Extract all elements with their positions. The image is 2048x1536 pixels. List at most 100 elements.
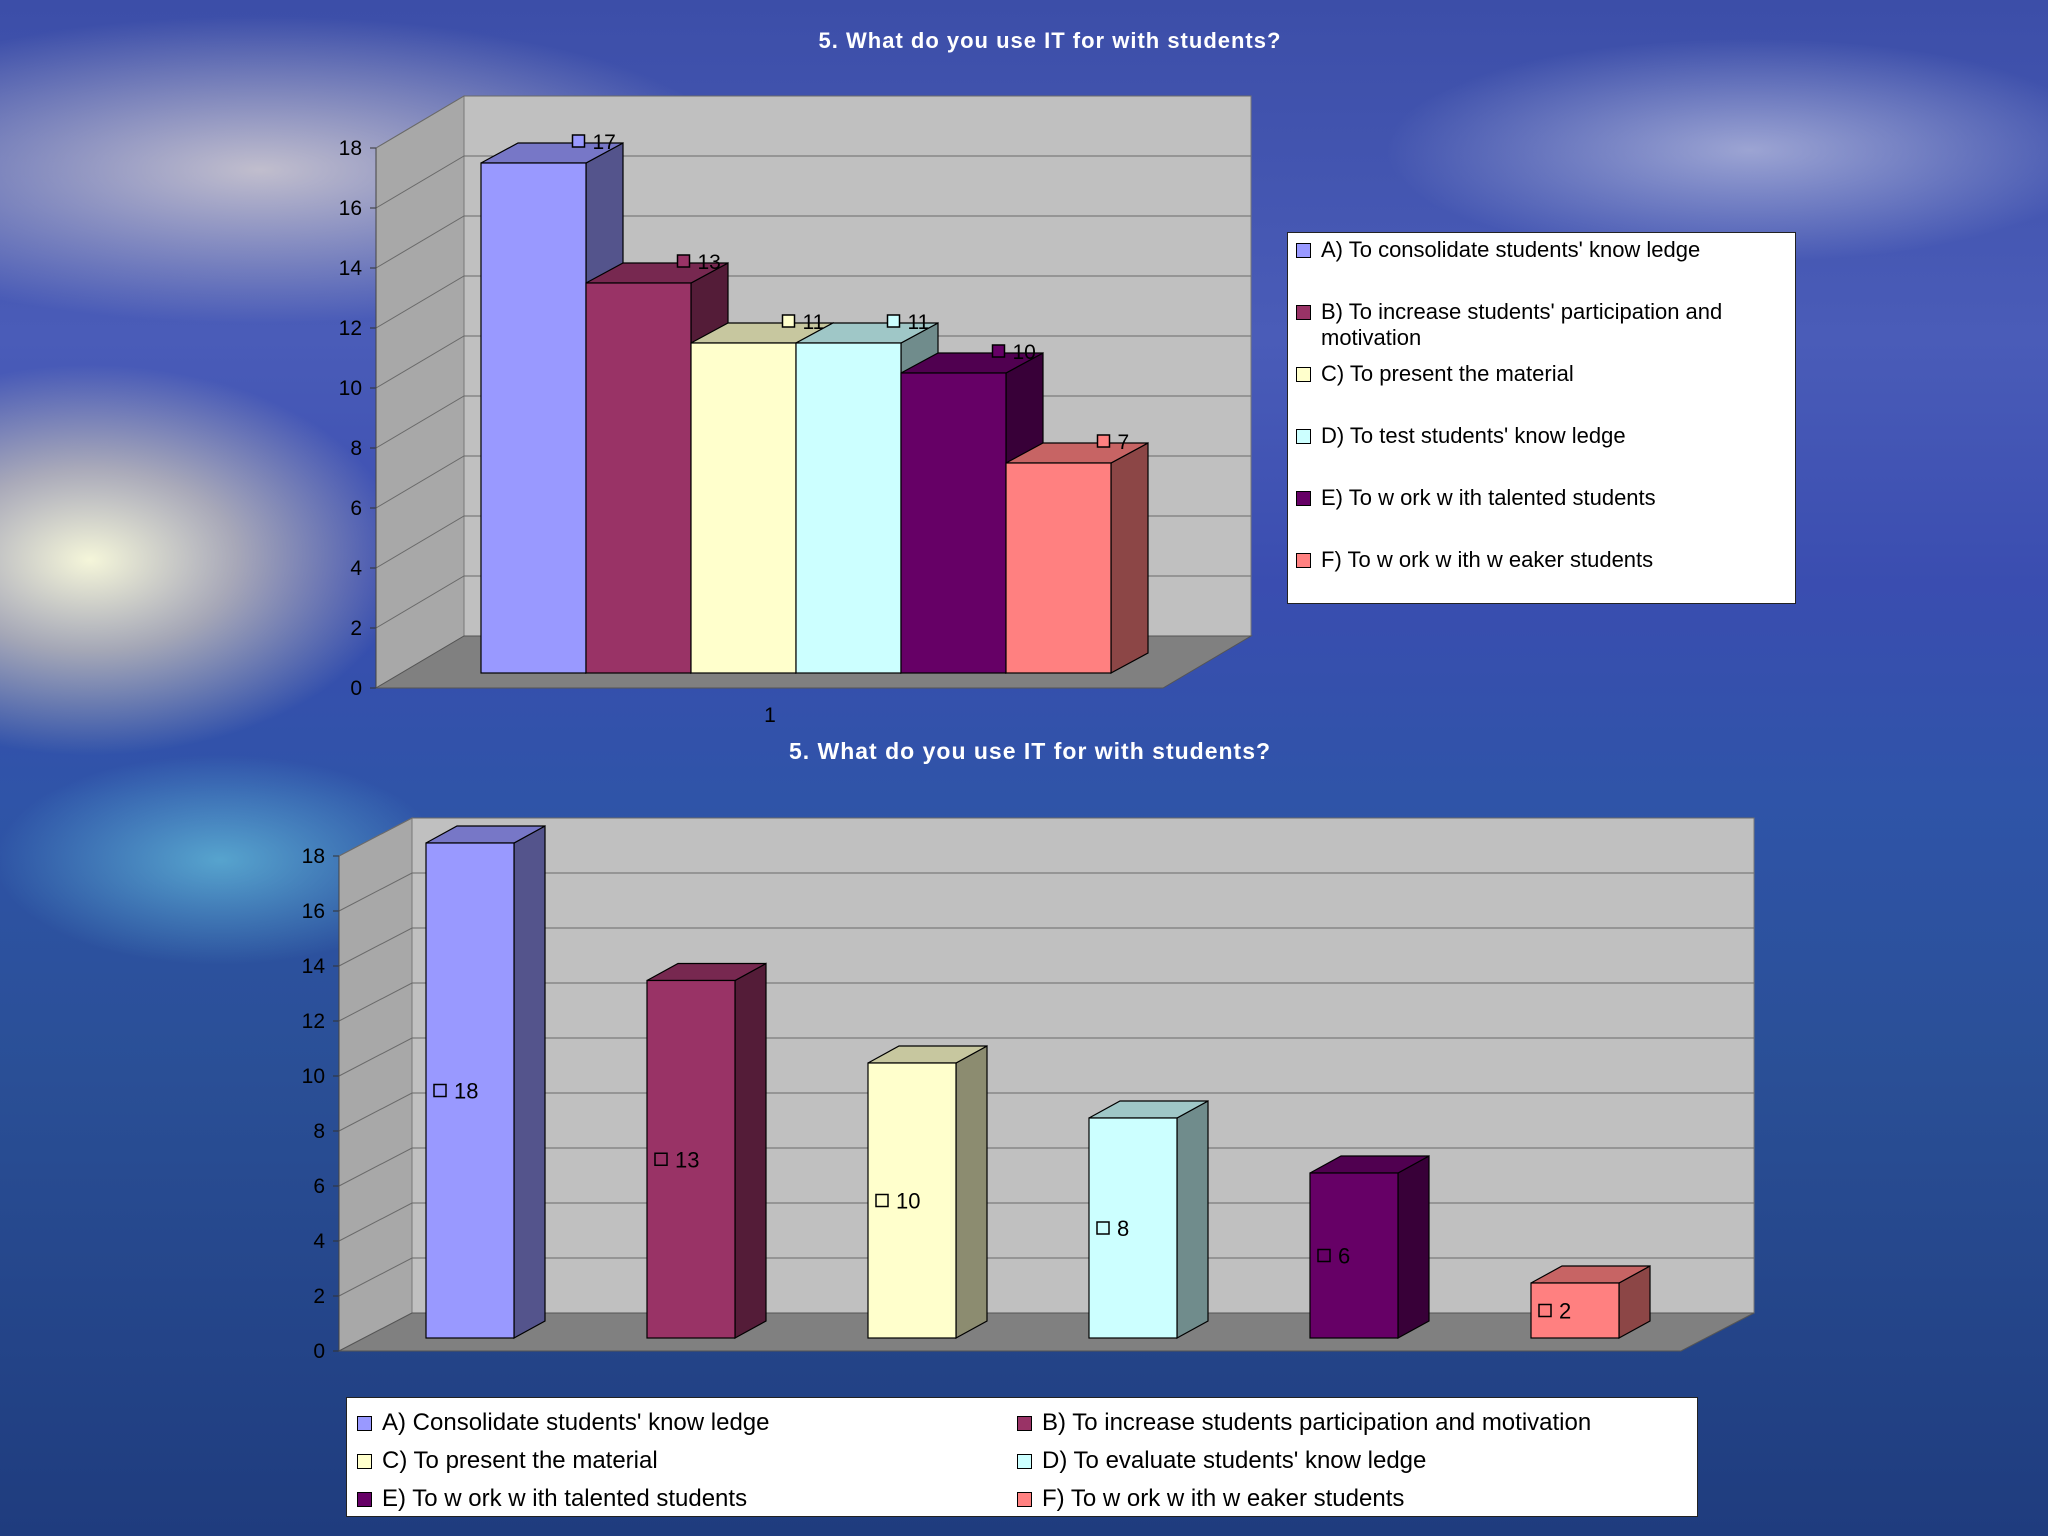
gridline	[338, 1037, 1754, 1077]
legend-item: F) To w ork w ith w eaker students	[1017, 1480, 1677, 1518]
data-label-marker	[991, 344, 1006, 358]
y-tick-label: 8	[313, 1120, 325, 1143]
bar	[795, 342, 902, 674]
bar	[585, 282, 692, 674]
y-tick-label: 14	[339, 257, 363, 280]
legend-swatch	[1296, 491, 1311, 506]
data-label: 8	[1117, 1216, 1129, 1241]
y-tick-label: 0	[350, 677, 362, 700]
legend-item: D) To evaluate students' know ledge	[1017, 1442, 1677, 1480]
legend-label: D) To test students' know ledge	[1321, 423, 1626, 448]
y-tick-label: 10	[302, 1065, 325, 1088]
bar-side	[1110, 441, 1149, 675]
y-tick-label: 6	[313, 1175, 325, 1198]
bar-side	[513, 824, 546, 1340]
legend-item: A) To consolidate students' know ledge	[1296, 237, 1789, 299]
y-tick-label: 12	[302, 1010, 325, 1033]
data-label-marker	[1096, 434, 1111, 448]
legend-swatch	[1296, 305, 1311, 320]
y-tick-label: 14	[302, 955, 326, 978]
data-label: 10	[896, 1189, 920, 1214]
legend-item: A) Consolidate students' know ledge	[357, 1404, 1017, 1442]
data-label-marker	[676, 254, 691, 268]
data-label-marker	[875, 1193, 889, 1208]
y-tick-label: 6	[350, 497, 362, 520]
gridline	[338, 872, 1754, 912]
back-wall	[411, 817, 1755, 1314]
chart2-legend: A) Consolidate students' know ledge B) To…	[346, 1397, 1698, 1517]
chart1-legend: A) To consolidate students' know ledge B)…	[1287, 232, 1796, 604]
data-label: 11	[803, 311, 825, 334]
legend-label: F) To w ork w ith w eaker students	[1321, 547, 1654, 572]
legend-item: B) To increase students' participation a…	[1296, 299, 1789, 361]
y-tick-label: 16	[302, 900, 325, 923]
gridline	[338, 1147, 1754, 1187]
gridline	[338, 1202, 1754, 1242]
legend-label: D) To evaluate students' know ledge	[1042, 1447, 1427, 1474]
bar	[690, 342, 797, 674]
data-label-marker	[886, 314, 901, 328]
legend-swatch	[357, 1415, 372, 1431]
chart2-plot: 0 2 4 6 8 10 12 14 16 18 18 13 10 8 6 2	[302, 817, 1755, 1363]
legend-item: E) To w ork w ith talented students	[1296, 485, 1789, 547]
side-wall	[338, 817, 413, 1352]
x-category-label: 1	[764, 704, 776, 727]
data-label-marker	[781, 314, 796, 328]
y-tick-label: 18	[302, 845, 325, 868]
gridline	[375, 215, 1251, 269]
chart1-plot: 0 2 4 6 8 10 12 14 16 18 17 13 11 11 10 7 1	[339, 95, 1253, 727]
y-tick-label: 0	[313, 1340, 325, 1363]
gridline	[338, 817, 1754, 857]
y-tick-label: 2	[350, 617, 362, 640]
y-tick-label: 4	[350, 557, 362, 580]
legend-item: E) To w ork w ith talented students	[357, 1480, 1017, 1518]
legend-label: C) To present the material	[382, 1447, 658, 1474]
legend-swatch	[1017, 1491, 1032, 1507]
legend-item: C) To present the material	[357, 1442, 1017, 1480]
legend-swatch	[357, 1491, 372, 1507]
legend-swatch	[1296, 243, 1311, 258]
side-wall	[375, 95, 465, 689]
bar-side	[734, 962, 767, 1340]
legend-swatch	[357, 1453, 372, 1469]
gridline	[375, 155, 1251, 209]
data-label: 10	[1013, 341, 1036, 364]
legend-swatch	[1296, 367, 1311, 382]
data-label: 13	[698, 251, 721, 274]
data-label-marker	[1096, 1221, 1110, 1235]
y-tick-label: 8	[350, 437, 362, 460]
chart1-title: 5. What do you use IT for with students?	[818, 28, 1282, 53]
gridline	[375, 275, 1251, 329]
y-tick-label: 12	[339, 317, 362, 340]
gridline	[338, 1257, 1754, 1297]
legend-item: C) To present the material	[1296, 361, 1789, 423]
data-label-marker	[1538, 1303, 1552, 1318]
data-label: 7	[1118, 431, 1130, 454]
legend-swatch	[1017, 1453, 1032, 1469]
legend-label: B) To increase students' participation a…	[1321, 299, 1723, 350]
legend-label: F) To w ork w ith w eaker students	[1042, 1485, 1405, 1512]
legend-swatch	[1017, 1415, 1032, 1431]
gridline	[338, 927, 1754, 967]
legend-swatch	[1296, 553, 1311, 568]
y-tick-label: 4	[313, 1230, 325, 1253]
gridline	[375, 335, 1251, 389]
bar-side	[1176, 1099, 1209, 1340]
legend-item: F) To w ork w ith w eaker students	[1296, 547, 1789, 609]
legend-label: E) To w ork w ith talented students	[382, 1485, 748, 1512]
data-label-marker	[1317, 1248, 1331, 1263]
data-label: 11	[908, 311, 930, 334]
y-tick-label: 10	[339, 377, 362, 400]
legend-item: D) To test students' know ledge	[1296, 423, 1789, 485]
bar-side	[955, 1044, 988, 1340]
legend-swatch	[1296, 429, 1311, 444]
data-label: 13	[675, 1147, 699, 1172]
bar	[480, 162, 587, 674]
gridline	[375, 95, 1251, 149]
legend-label: B) To increase students participation an…	[1042, 1409, 1592, 1436]
data-label: 2	[1559, 1299, 1571, 1324]
data-label-marker	[654, 1152, 668, 1166]
legend-item: B) To increase students participation an…	[1017, 1404, 1677, 1442]
data-label-marker	[571, 134, 586, 148]
